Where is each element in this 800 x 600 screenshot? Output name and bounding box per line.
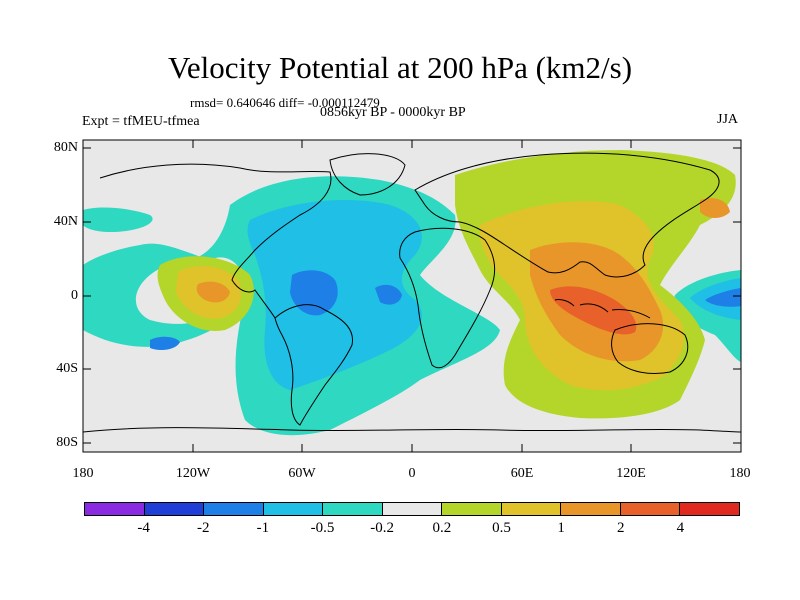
colorbar-swatch — [85, 503, 145, 515]
season-label: JJA — [717, 112, 739, 127]
positive-region-west-strong — [196, 281, 230, 303]
colorbar-swatch — [144, 503, 205, 515]
colorbar-label: -0.5 — [310, 520, 335, 536]
negative-region-east-strong — [705, 288, 741, 307]
lon-label-60w: 60W — [288, 466, 316, 481]
lat-tick-marks — [83, 147, 741, 444]
coast-greenland — [329, 153, 406, 196]
lat-label-40s: 40S — [56, 361, 78, 376]
lon-label-60e: 60E — [510, 466, 534, 481]
coast-australia — [611, 323, 689, 375]
colorbar-label: -0.2 — [370, 520, 395, 536]
colorbar-label: -1 — [256, 520, 270, 536]
colorbar — [84, 502, 740, 516]
stats-text: rmsd= 0.640646 diff= -0.000112479 — [190, 95, 380, 110]
lon-label-120w: 120W — [175, 466, 211, 481]
positive-region-east-strong — [700, 198, 730, 218]
colorbar-swatch — [620, 503, 681, 515]
colorbar-label: 2 — [616, 520, 625, 536]
coast-antarctica — [83, 427, 741, 433]
colorbar-label: 0.5 — [492, 520, 511, 536]
lon-tick-marks — [82, 140, 632, 452]
colorbar-labels: -4 -2 -1 -0.5 -0.2 0.2 0.5 1 2 4 — [84, 520, 740, 540]
negative-region-strong-3 — [150, 336, 180, 350]
colorbar-label: -4 — [137, 520, 150, 536]
negative-region-strong-2 — [375, 284, 402, 305]
lon-label-180w: 180 — [72, 466, 94, 481]
lon-label-180e: 180 — [729, 466, 751, 481]
colorbar-label: 0.2 — [432, 520, 452, 536]
colorbar-swatch — [204, 503, 264, 515]
colorbar-swatch — [263, 503, 324, 515]
experiment-label: Expt = tfMEU-tfmea — [82, 114, 200, 129]
period-label: 0856kyr BP - 0000kyr BP — [320, 105, 466, 120]
colorbar-swatch — [501, 503, 562, 515]
coast-north-america — [99, 163, 332, 319]
negative-region-strong — [290, 270, 338, 316]
colorbar-label: 1 — [557, 520, 565, 536]
coast-europe-asia — [414, 152, 720, 278]
lat-label-40n: 40N — [53, 214, 78, 229]
coast-indonesia — [554, 299, 651, 319]
colorbar-swatch — [323, 503, 383, 515]
map-title: Velocity Potential at 200 hPa (km2/s) — [167, 50, 633, 85]
lon-label-120e: 120E — [616, 466, 646, 481]
colorbar-label: -2 — [197, 520, 210, 536]
coast-south-america — [274, 304, 354, 426]
colorbar-swatch — [382, 503, 443, 515]
lat-label-80n: 80N — [53, 140, 78, 155]
positive-region-max — [550, 286, 637, 335]
colorbar-swatch — [561, 503, 621, 515]
colorbar-swatch — [680, 503, 740, 515]
coast-africa — [399, 227, 496, 369]
negative-region-weak-ne — [83, 207, 153, 232]
lat-label-80s: 80S — [56, 435, 78, 450]
coastlines — [83, 152, 741, 433]
lon-label-0: 0 — [408, 466, 416, 481]
colorbar-label: 4 — [676, 520, 685, 536]
colorbar-swatch — [442, 503, 502, 515]
lat-label-eq: 0 — [71, 288, 78, 303]
